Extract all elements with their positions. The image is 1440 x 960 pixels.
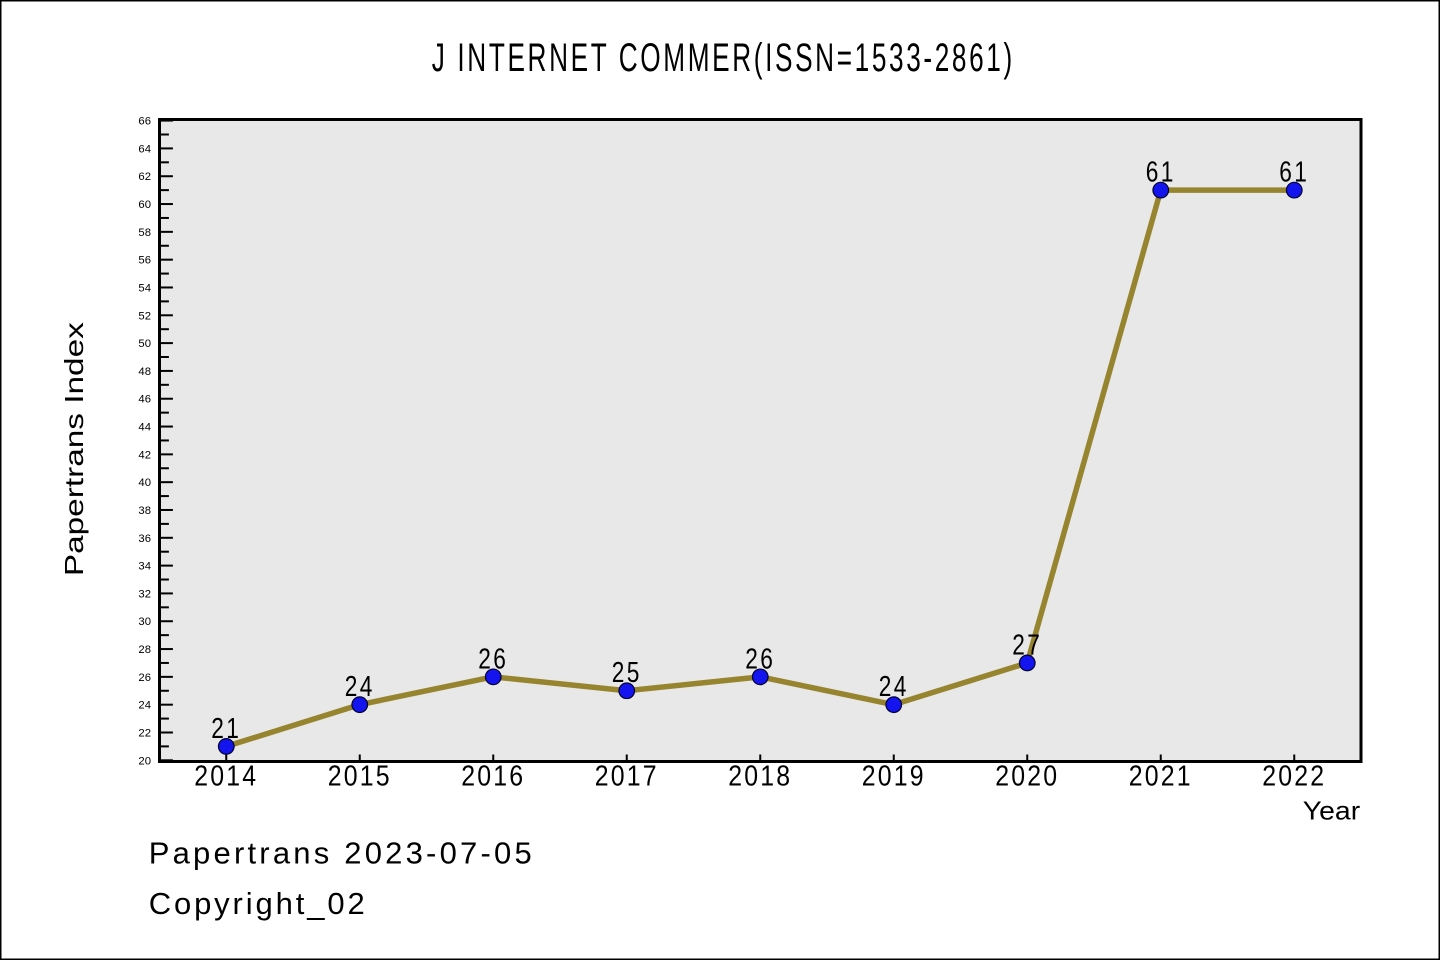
svg-text:44: 44 xyxy=(138,422,151,434)
svg-text:30: 30 xyxy=(138,616,151,628)
svg-text:2022: 2022 xyxy=(1262,761,1326,793)
svg-text:48: 48 xyxy=(138,366,151,378)
svg-text:46: 46 xyxy=(138,394,151,406)
svg-text:2020: 2020 xyxy=(995,761,1059,793)
svg-text:64: 64 xyxy=(138,143,151,155)
svg-text:66: 66 xyxy=(138,116,151,128)
svg-text:61: 61 xyxy=(1146,157,1176,189)
svg-text:25: 25 xyxy=(612,657,642,689)
svg-text:22: 22 xyxy=(138,727,151,739)
svg-text:50: 50 xyxy=(138,338,151,350)
svg-text:24: 24 xyxy=(138,700,151,712)
svg-text:Copyright_02: Copyright_02 xyxy=(149,886,365,921)
svg-text:24: 24 xyxy=(879,671,909,703)
svg-text:Papertrans Index: Papertrans Index xyxy=(59,322,89,576)
svg-text:Papertrans 2023-07-05: Papertrans 2023-07-05 xyxy=(149,836,532,871)
svg-text:60: 60 xyxy=(138,199,151,211)
svg-text:26: 26 xyxy=(138,672,151,684)
svg-text:20: 20 xyxy=(138,755,151,767)
svg-text:38: 38 xyxy=(138,505,151,517)
svg-text:58: 58 xyxy=(138,227,151,239)
svg-text:27: 27 xyxy=(1012,629,1042,661)
svg-text:21: 21 xyxy=(211,713,241,745)
svg-text:54: 54 xyxy=(138,282,151,294)
svg-text:62: 62 xyxy=(138,171,151,183)
svg-text:52: 52 xyxy=(138,310,151,322)
svg-text:J INTERNET COMMER(ISSN=1533-28: J INTERNET COMMER(ISSN=1533-2861) xyxy=(432,36,1015,80)
svg-text:34: 34 xyxy=(138,561,151,573)
svg-text:2015: 2015 xyxy=(328,761,392,793)
svg-text:2021: 2021 xyxy=(1129,761,1193,793)
svg-text:2014: 2014 xyxy=(194,761,258,793)
svg-text:24: 24 xyxy=(345,671,375,703)
svg-text:40: 40 xyxy=(138,477,151,489)
svg-text:56: 56 xyxy=(138,255,151,267)
svg-text:28: 28 xyxy=(138,644,151,656)
svg-text:2018: 2018 xyxy=(728,761,792,793)
svg-text:42: 42 xyxy=(138,449,151,461)
svg-text:61: 61 xyxy=(1279,157,1309,189)
svg-text:2016: 2016 xyxy=(461,761,525,793)
svg-text:32: 32 xyxy=(138,588,151,600)
svg-text:2019: 2019 xyxy=(862,761,926,793)
svg-text:26: 26 xyxy=(478,643,508,675)
svg-text:36: 36 xyxy=(138,533,151,545)
svg-text:26: 26 xyxy=(745,643,775,675)
svg-text:2017: 2017 xyxy=(595,761,659,793)
svg-text:Year: Year xyxy=(1303,796,1361,826)
